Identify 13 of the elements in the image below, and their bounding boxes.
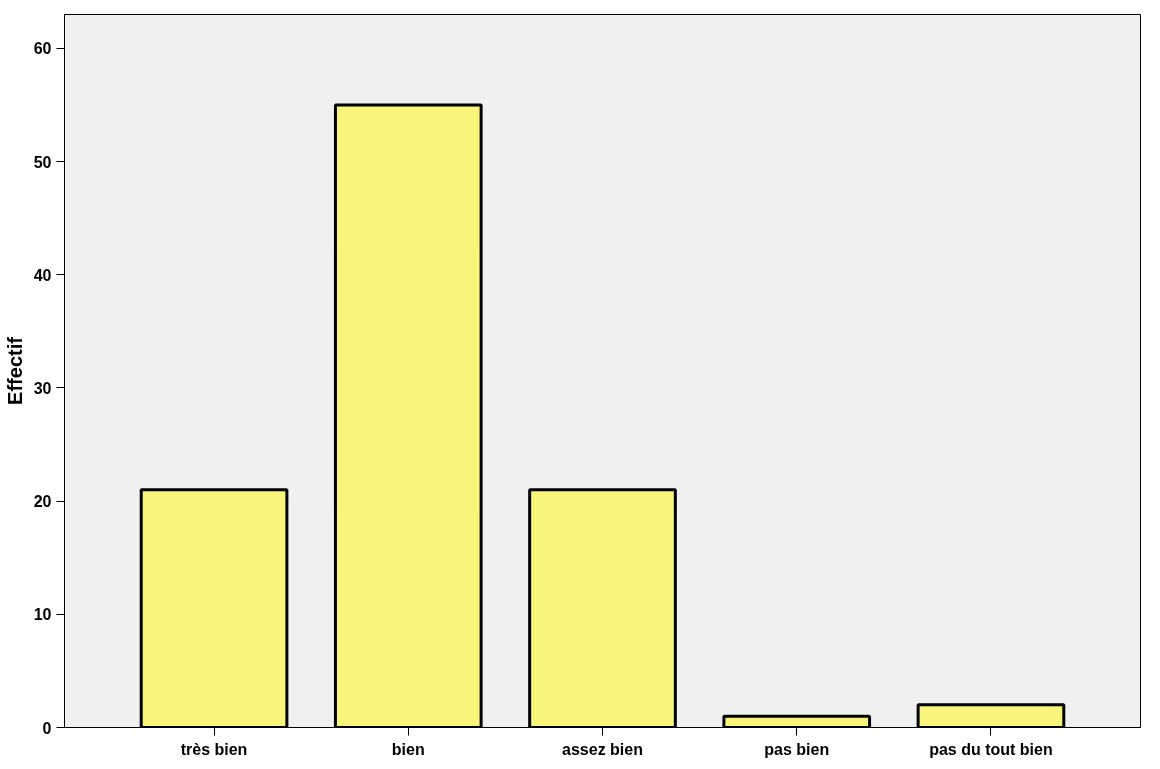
- y-tick-label: 50: [33, 153, 52, 171]
- y-tick-label: 30: [33, 379, 52, 397]
- y-tick-label: 60: [33, 40, 52, 58]
- x-tick-label: bien: [391, 740, 425, 758]
- x-tick-label: pas bien: [764, 740, 830, 758]
- y-tick-label: 0: [42, 719, 52, 737]
- y-axis-title: Effectif: [3, 336, 26, 405]
- y-tick-label: 40: [33, 266, 52, 284]
- y-tick-label: 10: [33, 606, 52, 624]
- x-tick-label: très bien: [180, 740, 248, 758]
- x-tick-label: pas du tout bien: [929, 740, 1053, 758]
- x-tick-label: assez bien: [562, 740, 643, 758]
- y-tick-label: 20: [33, 493, 52, 511]
